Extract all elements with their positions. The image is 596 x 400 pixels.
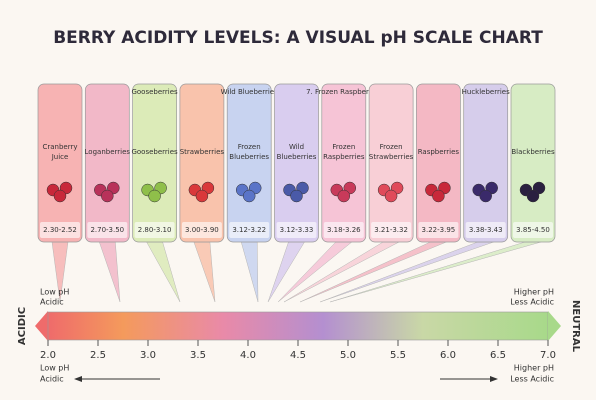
card-label: Blackberries — [511, 148, 555, 156]
range-box — [418, 222, 459, 238]
range-label: 3.38-3.43 — [469, 226, 503, 234]
lower-right-label: Higher pH — [514, 364, 554, 373]
card-label: Raspberries — [418, 148, 460, 156]
range-label: 2.30-2.52 — [43, 226, 77, 234]
tick-label: 6.0 — [440, 350, 456, 361]
card-label: Cranberry — [42, 143, 77, 151]
range-label: 3.21-3.32 — [374, 226, 408, 234]
berry-icon — [384, 189, 398, 203]
tick-label: 2.5 — [90, 350, 106, 361]
upper-left-label: Low pH — [40, 288, 69, 297]
range-box — [40, 222, 80, 238]
range-label: 3.12-3.22 — [232, 226, 266, 234]
card-label: Strawberries — [180, 148, 225, 156]
lower-left-label: Low pH — [40, 364, 69, 373]
tick-label: 7.0 — [540, 350, 556, 361]
tick-label: 4.5 — [290, 350, 306, 361]
card — [321, 83, 367, 243]
card — [510, 83, 556, 243]
tick-label: 3.5 — [190, 350, 206, 361]
upper-right-label: Less Acidic — [510, 298, 554, 307]
tick-label: 6.5 — [490, 350, 506, 361]
title: BERRY ACIDITY LEVELS: A VISUAL pH SCALE … — [53, 28, 543, 48]
range-label: 3.85-4.50 — [516, 226, 550, 234]
range-label: 2.80-3.10 — [138, 226, 172, 234]
arrowhead — [74, 376, 82, 382]
card-label: Wild — [289, 143, 304, 151]
card — [226, 83, 272, 243]
card-top-label: Huckleberries — [462, 88, 510, 96]
berry-icon — [242, 189, 256, 203]
card-label: Frozen — [238, 143, 261, 151]
lower-right-label: Less Acidic — [510, 375, 554, 384]
range-box — [229, 222, 270, 238]
arrow-left — [35, 311, 48, 341]
tick-label: 5.0 — [340, 350, 356, 361]
card-label: Strawberries — [369, 153, 414, 161]
range-label: 2.70-3.50 — [90, 226, 124, 234]
range-box — [513, 222, 553, 238]
card-top-label: Wild Blueberries — [221, 88, 278, 96]
berry-icon — [290, 189, 303, 203]
berry-icon — [337, 189, 351, 203]
card — [179, 83, 225, 243]
lower-left-label: Acidic — [40, 375, 64, 384]
card — [463, 83, 509, 243]
arrow-right — [548, 311, 561, 341]
tick-label: 4.0 — [240, 350, 256, 361]
range-label: 3.18-3.26 — [327, 226, 361, 234]
berry-icon — [432, 189, 445, 203]
berry-icon — [479, 189, 492, 203]
range-box — [371, 222, 412, 238]
range-box — [465, 222, 506, 238]
card — [274, 83, 319, 243]
range-box — [323, 222, 364, 238]
upper-right-label: Higher pH — [514, 288, 554, 297]
tick-label: 5.5 — [390, 350, 406, 361]
range-box — [276, 222, 317, 238]
range-box — [134, 222, 175, 238]
card-label: Juice — [51, 153, 69, 161]
card-label: Blueberries — [229, 153, 269, 161]
tick-label: 2.0 — [40, 350, 56, 361]
card-label: Blueberries — [277, 153, 317, 161]
neutral-label: NEUTRAL — [570, 300, 581, 353]
arrowhead — [490, 376, 498, 382]
berry-icon — [195, 189, 209, 203]
ph-bar — [47, 311, 549, 341]
card — [416, 83, 461, 243]
card-label: Loganberries — [85, 148, 131, 156]
berry-icon — [53, 189, 67, 203]
range-label: 3.12-3.33 — [280, 226, 314, 234]
berry-icon — [148, 189, 161, 203]
berry-icon — [526, 189, 540, 203]
card-label: Gooseberries — [131, 148, 178, 156]
card — [37, 83, 83, 243]
card-top-label: Gooseberries — [131, 88, 178, 96]
card-top-label: 7. Frozen Raspberries — [306, 88, 382, 96]
range-label: 3.22-3.95 — [422, 226, 456, 234]
card-label: Raspberries — [323, 153, 365, 161]
acidic-label: ACIDIC — [17, 307, 28, 345]
range-box — [87, 222, 128, 238]
tick-label: 3.0 — [140, 350, 156, 361]
card-label: Frozen — [332, 143, 355, 151]
range-label: 3.00-3.90 — [185, 226, 219, 234]
range-box — [181, 222, 222, 238]
card — [132, 83, 177, 243]
cards: Cranberry Juice 2.30-2.52 Loganberries 2.70-… — [37, 83, 556, 303]
card — [84, 83, 130, 243]
berry-icon — [101, 189, 114, 203]
upper-left-label: Acidic — [40, 298, 64, 307]
card-label: Frozen — [380, 143, 403, 151]
card — [368, 83, 414, 243]
